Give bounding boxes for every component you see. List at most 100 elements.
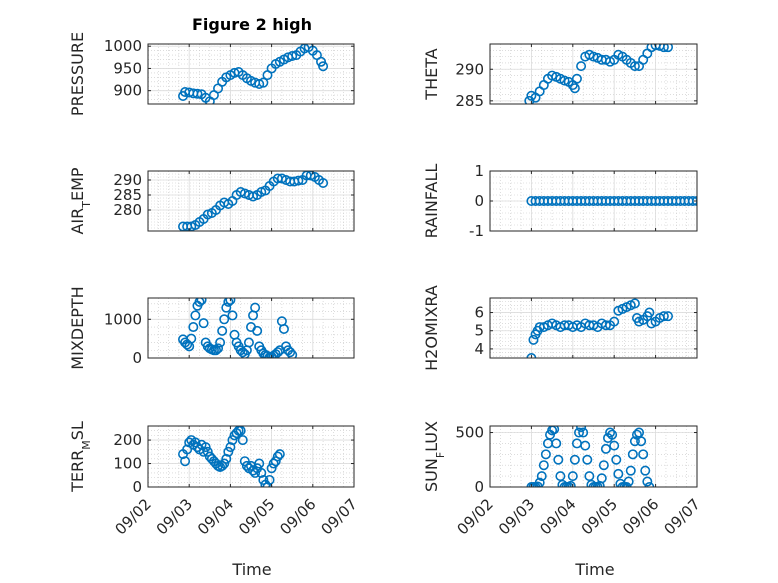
y-tick-label: 100 xyxy=(113,455,142,473)
data-point xyxy=(638,449,649,460)
data-point xyxy=(256,467,267,478)
data-point xyxy=(540,449,551,460)
data-point xyxy=(278,323,289,334)
data-point xyxy=(196,298,207,305)
y-tick-label: 5 xyxy=(474,322,484,340)
data-point xyxy=(627,449,638,460)
data-point xyxy=(598,460,609,471)
data-point xyxy=(318,61,329,72)
data-point xyxy=(596,473,607,484)
data-point xyxy=(266,463,277,474)
y-tick-label: 290 xyxy=(455,60,484,78)
y-axis-label-6: H2OMIXRA xyxy=(422,285,441,371)
data-point xyxy=(629,436,640,447)
data-point xyxy=(549,426,560,435)
data-point xyxy=(200,442,211,453)
data-point xyxy=(252,325,263,336)
data-point xyxy=(600,443,611,454)
data-point xyxy=(658,44,669,53)
data-point xyxy=(318,178,329,189)
data-point xyxy=(258,474,269,485)
y-tick-label: 280 xyxy=(113,201,142,219)
y-tick-label: 1 xyxy=(474,162,484,180)
data-point xyxy=(270,456,281,467)
data-point xyxy=(640,465,651,476)
series-1 xyxy=(178,44,329,104)
data-point xyxy=(254,458,265,469)
axes-box-1 xyxy=(147,43,355,105)
data-point xyxy=(538,460,549,471)
y-axis-label-5: MIXDEPTH xyxy=(68,286,87,369)
y-tick-label: 6 xyxy=(474,304,484,322)
data-point xyxy=(536,471,547,482)
y-axis-label-7: TERRMSL xyxy=(68,421,93,493)
series-5 xyxy=(178,298,298,358)
axes-box-3 xyxy=(147,170,355,232)
y-axis-label-8: SUNFLUX xyxy=(422,421,447,492)
data-point xyxy=(559,75,570,86)
data-point xyxy=(198,446,209,457)
data-point xyxy=(190,437,201,448)
data-point xyxy=(600,320,611,331)
data-point xyxy=(221,453,232,464)
data-point xyxy=(213,343,224,354)
data-point xyxy=(629,298,640,309)
data-point xyxy=(241,460,252,471)
y-tick-label: 0 xyxy=(474,192,484,210)
data-point xyxy=(225,298,236,305)
data-point xyxy=(192,88,203,99)
data-point xyxy=(215,337,226,348)
data-point xyxy=(611,454,622,465)
y-axis-label-4: RAINFALL xyxy=(422,164,441,239)
axes-box-6 xyxy=(489,297,698,359)
data-point xyxy=(663,44,674,53)
data-point xyxy=(644,307,655,318)
data-point xyxy=(250,302,261,313)
data-point xyxy=(547,70,558,81)
axes-box-2 xyxy=(489,43,698,105)
data-point xyxy=(272,347,283,358)
data-point xyxy=(609,316,620,327)
data-point xyxy=(182,444,193,455)
data-point xyxy=(582,454,593,465)
x-axis-label-left: Time xyxy=(231,560,271,579)
data-point xyxy=(588,51,599,62)
data-point xyxy=(574,427,585,438)
data-point xyxy=(186,333,197,344)
y-tick-label: 4 xyxy=(474,340,484,358)
data-point xyxy=(219,314,230,325)
data-point xyxy=(567,471,578,482)
data-point xyxy=(190,310,201,321)
x-axis-label-right: Time xyxy=(574,560,614,579)
data-point xyxy=(258,77,269,88)
axes-box-7 xyxy=(147,425,355,488)
y-tick-label: -1 xyxy=(469,222,484,240)
data-point xyxy=(223,298,234,307)
data-point xyxy=(576,426,587,433)
series-3 xyxy=(178,171,329,231)
y-tick-label: 0 xyxy=(474,478,484,496)
y-tick-label: 500 xyxy=(455,424,484,442)
data-point xyxy=(227,435,238,446)
data-point xyxy=(227,310,238,321)
data-point xyxy=(239,456,250,467)
data-point xyxy=(629,61,640,72)
subplot-6: 456 H2OMIXRA xyxy=(422,285,698,371)
data-point xyxy=(217,325,228,336)
figure-title: Figure 2 high xyxy=(192,15,312,34)
data-point xyxy=(223,446,234,457)
y-tick-label: 285 xyxy=(455,92,484,110)
data-point xyxy=(580,440,591,451)
data-point xyxy=(605,427,616,438)
y-tick-label: 200 xyxy=(113,431,142,449)
y-tick-label: 1000 xyxy=(104,310,142,328)
y-axis-label-1: PRESSURE xyxy=(68,32,87,116)
data-point xyxy=(607,429,618,440)
series-6 xyxy=(526,298,674,358)
series-4 xyxy=(526,196,697,207)
series-7 xyxy=(178,426,285,487)
subplot-4: -1 0 1 RAINFALL xyxy=(422,162,698,240)
data-point xyxy=(636,436,647,447)
